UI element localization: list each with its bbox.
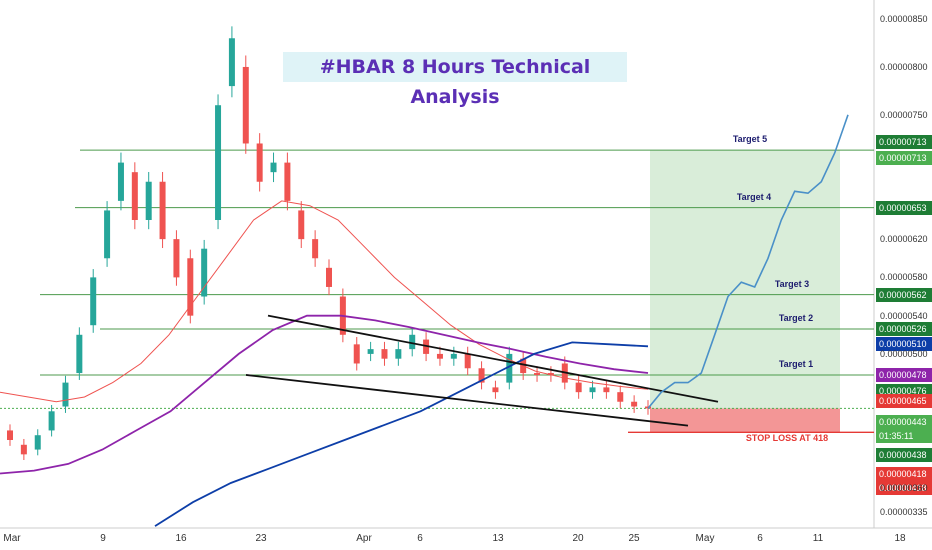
candle-body — [381, 349, 388, 359]
profit-zone — [650, 150, 840, 409]
axis-price-label: 0.00000526 — [876, 322, 932, 337]
candle-body — [131, 172, 138, 220]
axis-price-label: 01:35:11 — [876, 429, 932, 444]
axis-price-label: 0.00000653 — [876, 200, 932, 215]
axis-price-label: 0.00000418 — [876, 467, 932, 482]
candle-body — [353, 344, 360, 364]
wedge-lower-line — [245, 374, 689, 427]
chart-title: #HBAR 8 Hours Technical Analysis — [283, 52, 627, 108]
x-tick-label: 13 — [492, 533, 504, 544]
candle-body — [62, 382, 69, 407]
ma-purple-line — [0, 314, 649, 475]
candle-body — [506, 353, 513, 383]
axis-price-label: 0.00000418 — [876, 481, 932, 496]
candle-body — [631, 401, 638, 407]
candle-body — [90, 277, 97, 326]
wedge-upper-line — [267, 314, 719, 403]
candle-body — [534, 373, 541, 375]
x-tick-label: 9 — [100, 533, 106, 544]
candle-body — [575, 382, 582, 393]
target-label-4: Target 4 — [736, 191, 772, 202]
y-tick-label: 0.00000360 — [880, 482, 928, 493]
candle-body — [173, 239, 180, 278]
candle-body — [436, 353, 443, 359]
candle-body — [326, 267, 332, 287]
candle-body — [228, 38, 235, 87]
candle-body — [256, 143, 263, 182]
candle-body — [215, 105, 222, 220]
candle-body — [492, 387, 499, 393]
y-tick-label: 0.00000620 — [880, 234, 928, 245]
candle-body — [34, 435, 41, 450]
axis-price-label: 0.00000438 — [876, 448, 932, 463]
x-tick-label: 16 — [175, 533, 187, 544]
candle-body — [145, 181, 152, 220]
x-tick-label: May — [695, 533, 715, 544]
y-tick-label: 0.00000850 — [880, 14, 928, 25]
y-tick-label: 0.00000540 — [880, 310, 928, 321]
y-tick-label: 0.00000800 — [880, 61, 928, 72]
ma-red-line — [0, 200, 649, 403]
x-tick-label: 25 — [628, 533, 640, 544]
candle-body — [395, 349, 402, 359]
candle-body — [298, 210, 305, 240]
target-label-5: Target 5 — [732, 134, 768, 145]
target-label-2: Target 2 — [778, 313, 814, 324]
y-tick-label: 0.00000750 — [880, 109, 928, 120]
x-tick-label: 6 — [757, 533, 763, 544]
candle-body — [617, 392, 624, 402]
candle-body — [20, 444, 27, 455]
candle-body — [270, 162, 277, 173]
axis-price-label: 0.00000476 — [876, 383, 932, 398]
candle-body — [242, 66, 249, 144]
axis-price-label: 0.00000478 — [876, 367, 932, 382]
candle-body — [117, 162, 124, 201]
candle-body — [104, 210, 111, 259]
candle-body — [464, 353, 471, 369]
stop-loss-label: STOP LOSS AT 418 — [745, 433, 829, 443]
axis-price-label: 0.00000562 — [876, 287, 932, 302]
axis-price-label: 0.00000713 — [876, 151, 932, 166]
x-tick-label: Apr — [356, 533, 372, 544]
candle-body — [284, 162, 291, 201]
projection-path — [647, 114, 849, 409]
candle-body — [409, 334, 416, 350]
stop-zone — [650, 408, 840, 433]
y-tick-label: 0.00000580 — [880, 272, 928, 283]
axis-price-label: 0.00000510 — [876, 337, 932, 352]
candle-body — [478, 368, 485, 383]
candle-body — [367, 349, 374, 354]
candle-body — [589, 387, 596, 393]
candle-body — [76, 334, 83, 374]
x-tick-label: 23 — [255, 533, 267, 544]
ma-blue-line — [154, 341, 649, 527]
candle-body — [201, 248, 208, 297]
x-tick-label: 18 — [894, 533, 906, 544]
x-tick-label: 11 — [812, 533, 824, 544]
axis-price-label: 0.00000713 — [876, 135, 932, 150]
candle-body — [603, 387, 610, 393]
candle-body — [312, 239, 319, 259]
target-label-1: Target 1 — [778, 358, 814, 369]
axis-price-label: 0.00000465 — [876, 394, 932, 409]
candle-body — [48, 411, 55, 431]
candle-body — [450, 353, 457, 359]
candle-body — [7, 430, 13, 440]
y-tick-label: 0.00000500 — [880, 348, 928, 359]
axis-price-label: 0.00000443 — [876, 415, 932, 430]
candle-body — [159, 181, 166, 240]
x-tick-label: Mar — [3, 533, 21, 544]
y-tick-label: 0.00000335 — [880, 506, 928, 517]
candle-body — [547, 373, 554, 375]
target-label-3: Target 3 — [774, 278, 810, 289]
candle-body — [187, 258, 194, 316]
x-tick-label: 20 — [572, 533, 584, 544]
x-tick-label: 6 — [417, 533, 423, 544]
